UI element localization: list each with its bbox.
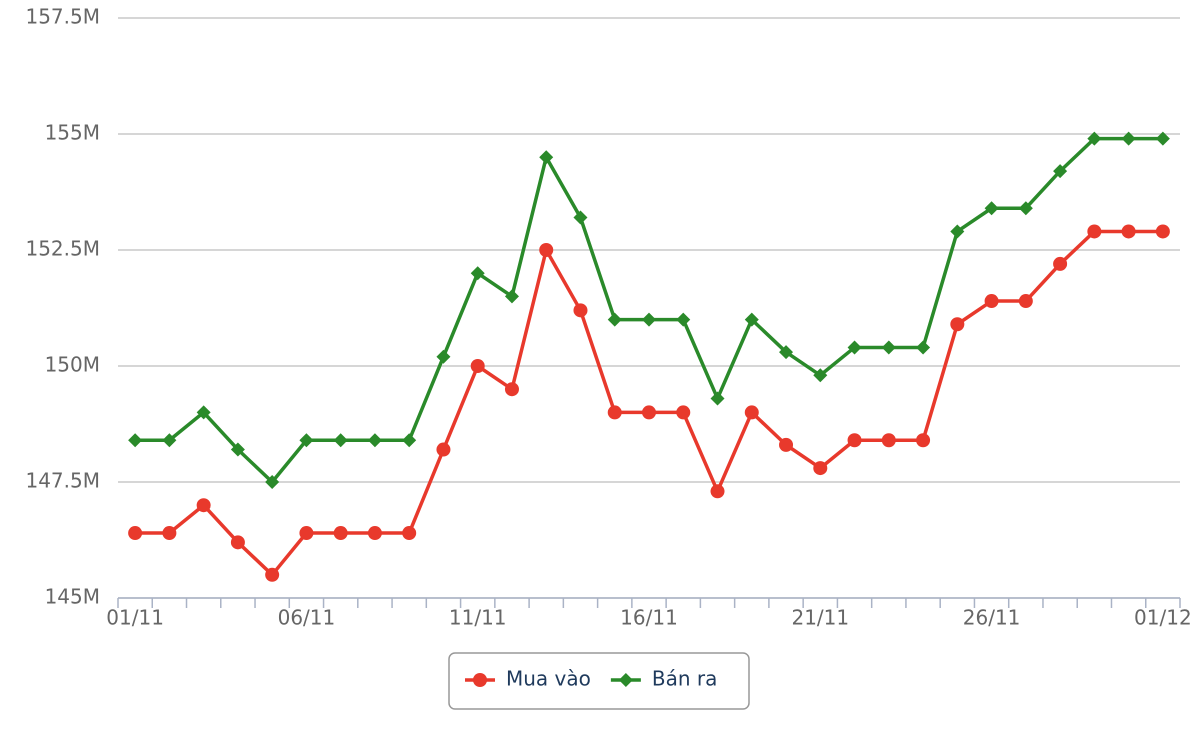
x-tick-label: 16/11 [620, 606, 678, 630]
series-line [135, 136, 1163, 484]
point [230, 535, 245, 550]
point [744, 405, 759, 420]
point [1018, 294, 1033, 309]
x-tick-label: 01/12 [1134, 606, 1192, 630]
point [128, 526, 143, 541]
y-tick-label: 157.5M [25, 5, 100, 29]
x-tick-label: 06/11 [278, 606, 336, 630]
point [504, 289, 519, 304]
point [1155, 131, 1170, 146]
point [1053, 164, 1068, 179]
point [333, 526, 348, 541]
point [676, 405, 691, 420]
point [573, 210, 588, 225]
point [847, 340, 862, 355]
point [402, 433, 417, 448]
point [744, 312, 759, 327]
point [916, 433, 931, 448]
point [607, 312, 622, 327]
legend-label: Mua vào [506, 667, 591, 691]
point [196, 498, 211, 513]
point [230, 442, 245, 457]
point [333, 433, 348, 448]
point [642, 405, 656, 420]
point [676, 312, 691, 327]
point [196, 405, 211, 420]
y-tick-label: 150M [45, 353, 100, 377]
point [128, 433, 143, 448]
point [1018, 201, 1033, 216]
point [1053, 256, 1068, 271]
point [847, 433, 862, 448]
point [436, 442, 451, 457]
x-tick-label: 21/11 [791, 606, 849, 630]
point [779, 345, 794, 360]
point [265, 475, 280, 489]
point [710, 484, 725, 499]
point [779, 437, 794, 452]
point [162, 433, 177, 448]
point [162, 526, 177, 541]
point [1155, 224, 1170, 239]
legend-box [448, 652, 750, 710]
legend-label: Bán ra [652, 667, 718, 691]
point [265, 567, 280, 582]
point [1087, 224, 1102, 239]
point [1121, 224, 1136, 239]
x-tick-label: 01/11 [106, 606, 164, 630]
legend-marker [473, 673, 487, 687]
point [1121, 131, 1136, 146]
point [539, 150, 554, 165]
point [470, 359, 485, 373]
legend-symbol [473, 673, 487, 687]
point [916, 340, 931, 355]
point [504, 382, 519, 397]
point [607, 405, 622, 420]
point [573, 303, 588, 318]
point [984, 294, 999, 309]
point [950, 224, 965, 239]
y-tick-label: 145M [45, 585, 100, 609]
point [299, 526, 314, 541]
y-tick-label: 147.5M [25, 469, 100, 493]
point [881, 340, 896, 355]
point [402, 526, 417, 541]
y-tick-label: 152.5M [25, 237, 100, 261]
point [367, 433, 382, 448]
point [299, 433, 314, 448]
x-tick-label: 26/11 [963, 606, 1021, 630]
series-line [135, 229, 1163, 577]
point [984, 201, 999, 216]
point [642, 312, 656, 327]
point [1087, 131, 1102, 146]
point [813, 461, 828, 476]
x-tick-label: 11/11 [449, 606, 507, 630]
point [539, 243, 554, 257]
y-tick-label: 155M [45, 121, 100, 145]
legend-marker [618, 673, 633, 687]
point [813, 368, 828, 383]
point [881, 433, 896, 448]
point [367, 526, 382, 541]
point [470, 266, 485, 281]
legend-symbol [618, 673, 633, 687]
point [950, 317, 965, 332]
point [436, 349, 451, 364]
point [710, 391, 725, 406]
